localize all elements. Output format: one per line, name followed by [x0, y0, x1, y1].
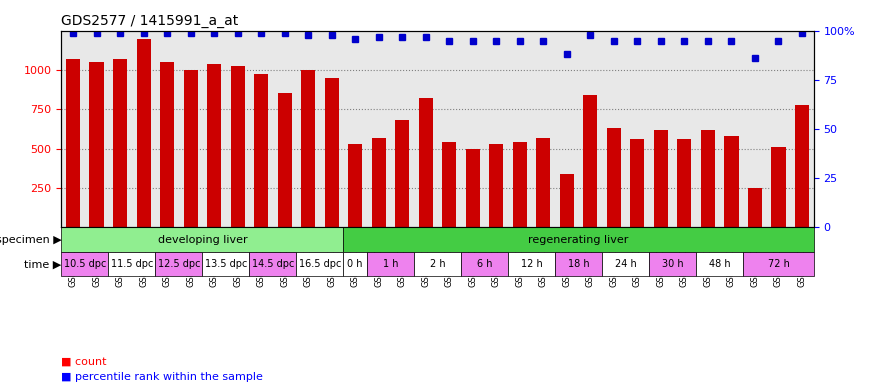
Bar	[442, 142, 457, 227]
Bar	[748, 188, 762, 227]
Text: regenerating liver: regenerating liver	[528, 235, 629, 245]
Text: 12 h: 12 h	[521, 259, 542, 269]
Text: 72 h: 72 h	[767, 259, 789, 269]
Bar	[654, 130, 668, 227]
FancyBboxPatch shape	[156, 252, 202, 276]
Bar	[584, 95, 598, 227]
Text: 13.5 dpc: 13.5 dpc	[205, 259, 247, 269]
Bar	[630, 139, 645, 227]
FancyBboxPatch shape	[508, 252, 555, 276]
Bar	[560, 174, 574, 227]
FancyBboxPatch shape	[61, 227, 344, 252]
Text: 12.5 dpc: 12.5 dpc	[158, 259, 200, 269]
Bar	[772, 147, 786, 227]
Bar	[207, 64, 221, 227]
FancyBboxPatch shape	[61, 252, 108, 276]
FancyBboxPatch shape	[649, 252, 696, 276]
Bar	[489, 144, 503, 227]
FancyBboxPatch shape	[108, 252, 156, 276]
Text: 18 h: 18 h	[568, 259, 590, 269]
Text: 30 h: 30 h	[662, 259, 683, 269]
Bar	[372, 138, 386, 227]
Text: 10.5 dpc: 10.5 dpc	[64, 259, 106, 269]
Bar	[724, 136, 738, 227]
FancyBboxPatch shape	[344, 252, 367, 276]
Bar	[701, 130, 715, 227]
Text: 14.5 dpc: 14.5 dpc	[252, 259, 294, 269]
Bar	[348, 144, 362, 227]
Bar	[231, 66, 245, 227]
FancyBboxPatch shape	[602, 252, 649, 276]
FancyBboxPatch shape	[297, 252, 344, 276]
Bar	[277, 93, 291, 227]
Text: 11.5 dpc: 11.5 dpc	[110, 259, 153, 269]
Text: 6 h: 6 h	[477, 259, 493, 269]
Text: ■ percentile rank within the sample: ■ percentile rank within the sample	[61, 372, 263, 382]
Text: specimen ▶: specimen ▶	[0, 235, 61, 245]
Text: GDS2577 / 1415991_a_at: GDS2577 / 1415991_a_at	[61, 14, 239, 28]
Bar	[113, 60, 127, 227]
Bar	[254, 74, 269, 227]
Text: time ▶: time ▶	[24, 259, 61, 269]
Bar	[536, 138, 550, 227]
Bar	[677, 139, 691, 227]
Bar	[325, 78, 339, 227]
Bar	[513, 142, 527, 227]
Bar	[466, 149, 480, 227]
FancyBboxPatch shape	[414, 252, 461, 276]
FancyBboxPatch shape	[344, 227, 814, 252]
FancyBboxPatch shape	[249, 252, 297, 276]
Bar	[89, 62, 103, 227]
Text: 1 h: 1 h	[382, 259, 398, 269]
Bar	[607, 128, 621, 227]
Bar	[66, 59, 80, 227]
Text: developing liver: developing liver	[158, 235, 247, 245]
Bar	[396, 120, 410, 227]
Bar	[184, 70, 198, 227]
FancyBboxPatch shape	[696, 252, 743, 276]
Text: 2 h: 2 h	[430, 259, 445, 269]
Text: 0 h: 0 h	[347, 259, 363, 269]
FancyBboxPatch shape	[202, 252, 249, 276]
Text: 24 h: 24 h	[615, 259, 636, 269]
FancyBboxPatch shape	[367, 252, 414, 276]
Bar	[301, 70, 315, 227]
Text: 48 h: 48 h	[709, 259, 731, 269]
Bar	[136, 39, 150, 227]
Bar	[160, 61, 174, 227]
FancyBboxPatch shape	[461, 252, 508, 276]
Bar	[795, 106, 809, 227]
FancyBboxPatch shape	[743, 252, 814, 276]
Text: 16.5 dpc: 16.5 dpc	[298, 259, 341, 269]
FancyBboxPatch shape	[555, 252, 602, 276]
Text: ■ count: ■ count	[61, 357, 107, 367]
Bar	[419, 98, 433, 227]
